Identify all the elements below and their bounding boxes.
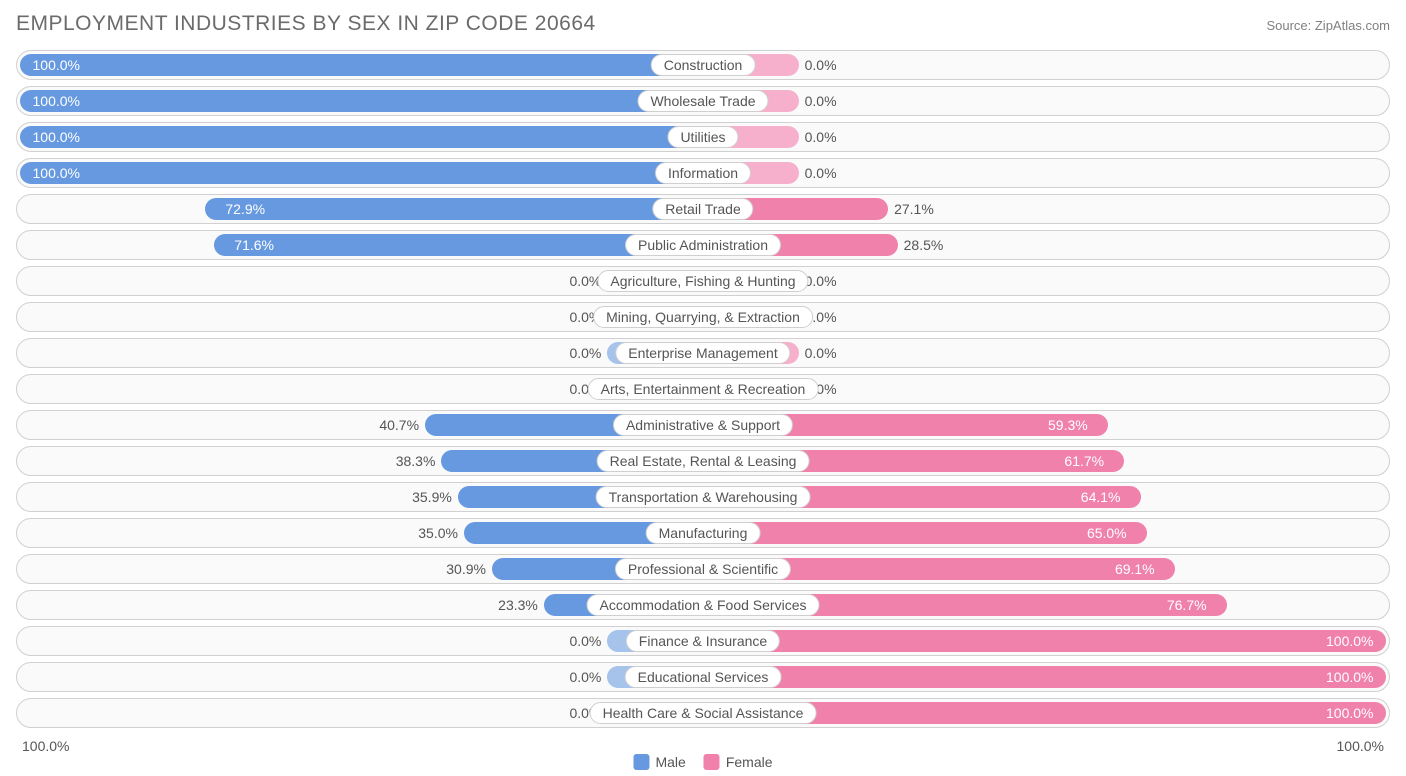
chart-row: 38.3% 61.7% Real Estate, Rental & Leasing <box>16 446 1390 476</box>
male-value-label: 30.9% <box>446 561 486 577</box>
male-value-label: 0.0% <box>569 669 601 685</box>
chart-row: 40.7% 59.3% Administrative & Support <box>16 410 1390 440</box>
male-bar <box>20 90 703 112</box>
male-value-label: 35.0% <box>418 525 458 541</box>
female-value-label: 28.5% <box>904 237 944 253</box>
legend-female-label: Female <box>726 754 773 770</box>
axis-right-label: 100.0% <box>1337 738 1384 754</box>
chart-row: 100.0% 0.0% Construction <box>16 50 1390 80</box>
legend-male: Male <box>633 754 685 770</box>
chart-title: EMPLOYMENT INDUSTRIES BY SEX IN ZIP CODE… <box>16 12 596 36</box>
category-label: Utilities <box>667 126 738 148</box>
male-value-label: 100.0% <box>33 93 80 109</box>
chart-row: 100.0% 0.0% Information <box>16 158 1390 188</box>
female-value-label: 59.3% <box>1048 417 1088 433</box>
chart-row: 0.0%0.0%Mining, Quarrying, & Extraction <box>16 302 1390 332</box>
female-value-label: 64.1% <box>1081 489 1121 505</box>
male-value-label: 35.9% <box>412 489 452 505</box>
category-label: Professional & Scientific <box>615 558 791 580</box>
category-label: Wholesale Trade <box>637 90 768 112</box>
female-bar <box>703 666 1386 688</box>
category-label: Educational Services <box>625 666 782 688</box>
female-value-label: 0.0% <box>805 273 837 289</box>
category-label: Agriculture, Fishing & Hunting <box>597 270 808 292</box>
female-value-label: 69.1% <box>1115 561 1155 577</box>
chart-row: 71.6% 28.5% Public Administration <box>16 230 1390 260</box>
chart-row: 23.3% 76.7% Accommodation & Food Services <box>16 590 1390 620</box>
chart-row: 30.9% 69.1% Professional & Scientific <box>16 554 1390 584</box>
chart-row: 0.0% 100.0% Finance & Insurance <box>16 626 1390 656</box>
male-value-label: 71.6% <box>234 237 274 253</box>
male-value-label: 40.7% <box>379 417 419 433</box>
female-value-label: 27.1% <box>894 201 934 217</box>
category-label: Mining, Quarrying, & Extraction <box>593 306 813 328</box>
category-label: Manufacturing <box>646 522 761 544</box>
male-swatch-icon <box>633 754 649 770</box>
chart-row: 0.0%0.0%Arts, Entertainment & Recreation <box>16 374 1390 404</box>
female-value-label: 100.0% <box>1326 633 1373 649</box>
category-label: Enterprise Management <box>615 342 790 364</box>
female-value-label: 0.0% <box>805 165 837 181</box>
male-value-label: 100.0% <box>33 57 80 73</box>
male-value-label: 0.0% <box>569 345 601 361</box>
female-bar <box>703 522 1147 544</box>
chart-row: 35.0% 65.0% Manufacturing <box>16 518 1390 548</box>
male-value-label: 0.0% <box>569 633 601 649</box>
chart-footer: 100.0% 100.0% Male Female <box>16 734 1390 756</box>
legend-male-label: Male <box>655 754 685 770</box>
category-label: Accommodation & Food Services <box>587 594 820 616</box>
chart-row: 100.0% 0.0% Wholesale Trade <box>16 86 1390 116</box>
category-label: Information <box>655 162 751 184</box>
female-value-label: 0.0% <box>805 129 837 145</box>
female-value-label: 0.0% <box>805 345 837 361</box>
female-value-label: 0.0% <box>805 57 837 73</box>
female-value-label: 100.0% <box>1326 669 1373 685</box>
category-label: Public Administration <box>625 234 781 256</box>
x-axis: 100.0% 100.0% <box>16 734 1390 754</box>
female-value-label: 100.0% <box>1326 705 1373 721</box>
chart-row: 0.0%0.0%Agriculture, Fishing & Hunting <box>16 266 1390 296</box>
chart-row: 100.0% 0.0% Utilities <box>16 122 1390 152</box>
female-value-label: 0.0% <box>805 93 837 109</box>
chart-row: 35.9% 64.1% Transportation & Warehousing <box>16 482 1390 512</box>
category-label: Arts, Entertainment & Recreation <box>588 378 819 400</box>
male-value-label: 72.9% <box>225 201 265 217</box>
chart-row: 72.9% 27.1% Retail Trade <box>16 194 1390 224</box>
female-value-label: 61.7% <box>1064 453 1104 469</box>
male-value-label: 38.3% <box>396 453 436 469</box>
chart-row: 0.0% 100.0% Educational Services <box>16 662 1390 692</box>
female-swatch-icon <box>704 754 720 770</box>
chart-row: 0.0% 0.0% Enterprise Management <box>16 338 1390 368</box>
chart-source: Source: ZipAtlas.com <box>1266 18 1390 33</box>
female-value-label: 76.7% <box>1167 597 1207 613</box>
category-label: Finance & Insurance <box>626 630 780 652</box>
chart-area: 100.0% 0.0% Construction 100.0% 0.0% Wholesal… <box>16 50 1390 728</box>
male-value-label: 100.0% <box>33 129 80 145</box>
chart-header: EMPLOYMENT INDUSTRIES BY SEX IN ZIP CODE… <box>16 12 1390 36</box>
male-bar <box>20 126 703 148</box>
male-bar <box>205 198 703 220</box>
male-value-label: 23.3% <box>498 597 538 613</box>
female-bar <box>703 630 1386 652</box>
legend: Male Female <box>633 754 772 770</box>
category-label: Administrative & Support <box>613 414 793 436</box>
category-label: Transportation & Warehousing <box>596 486 811 508</box>
chart-row: 0.0%100.0%Health Care & Social Assistanc… <box>16 698 1390 728</box>
category-label: Health Care & Social Assistance <box>590 702 817 724</box>
category-label: Real Estate, Rental & Leasing <box>597 450 810 472</box>
female-value-label: 65.0% <box>1087 525 1127 541</box>
axis-left-label: 100.0% <box>22 738 69 754</box>
male-value-label: 100.0% <box>33 165 80 181</box>
category-label: Construction <box>651 54 756 76</box>
legend-female: Female <box>704 754 773 770</box>
male-bar <box>20 54 703 76</box>
category-label: Retail Trade <box>652 198 753 220</box>
male-bar <box>20 162 703 184</box>
